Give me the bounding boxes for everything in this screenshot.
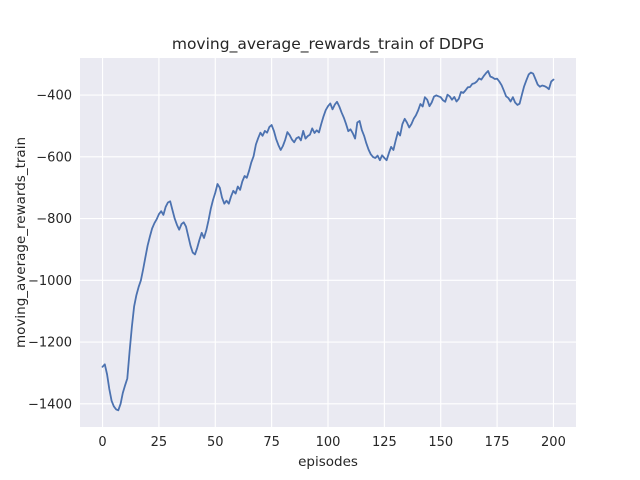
- y-tick-label: −1400: [28, 397, 72, 412]
- x-axis-label: episodes: [298, 454, 358, 470]
- y-tick-label: −800: [36, 212, 72, 227]
- x-tick-label: 150: [428, 435, 453, 450]
- line-series: [101, 70, 555, 412]
- y-tick-label: −600: [36, 150, 72, 165]
- y-tick-label: −1200: [28, 336, 72, 351]
- x-tick-label: 200: [541, 435, 566, 450]
- x-tick-label: 50: [207, 435, 224, 450]
- x-tick-label: 75: [263, 435, 280, 450]
- y-axis-label: moving_average_rewards_train: [13, 137, 29, 348]
- x-tick-label: 125: [372, 435, 397, 450]
- y-tick-label: −1000: [28, 274, 72, 289]
- x-tick-label: 175: [485, 435, 510, 450]
- x-tick-label: 100: [316, 435, 341, 450]
- chart-title: moving_average_rewards_train of DDPG: [172, 35, 484, 54]
- x-tick-labels: 0 25 50 75 100 125 150 175 200: [98, 435, 565, 450]
- x-tick-label: 25: [151, 435, 168, 450]
- data-line: [101, 70, 555, 412]
- grid-lines: [80, 58, 576, 427]
- x-tick-label: 0: [98, 435, 106, 450]
- y-tick-labels: −400 −600 −800 −1000 −1200 −1400: [28, 89, 72, 413]
- y-tick-label: −400: [36, 89, 72, 104]
